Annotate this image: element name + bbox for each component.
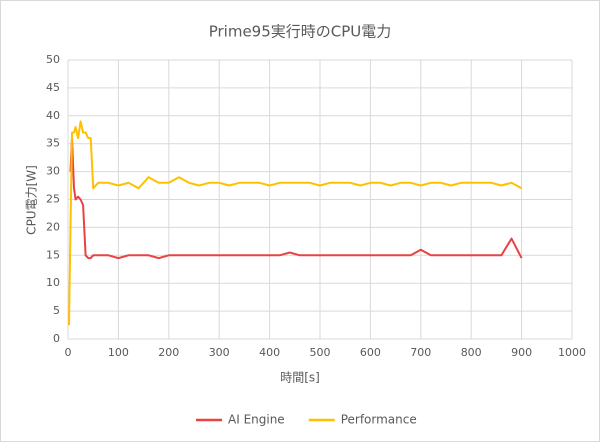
- x-tick-label: 400: [259, 346, 280, 359]
- y-tick-label: 35: [46, 137, 60, 150]
- y-tick-label: 0: [53, 332, 60, 345]
- y-tick-label: 20: [46, 220, 60, 233]
- x-tick-label: 600: [360, 346, 381, 359]
- y-tick-label: 45: [46, 81, 60, 94]
- y-tick-label: 25: [46, 193, 60, 206]
- chart-title: Prime95実行時のCPU電力: [209, 23, 392, 41]
- legend-label: AI Engine: [228, 413, 285, 427]
- x-tick-label: 300: [209, 346, 230, 359]
- x-tick-label: 500: [310, 346, 331, 359]
- y-tick-label: 10: [46, 276, 60, 289]
- y-tick-label: 40: [46, 109, 60, 122]
- series-line: [69, 137, 523, 260]
- legend-label: Performance: [341, 413, 417, 427]
- y-axis-label: CPU電力[W]: [25, 165, 39, 235]
- y-tick-label: 50: [46, 53, 60, 66]
- x-tick-label: 100: [108, 346, 129, 359]
- y-tick-label: 30: [46, 165, 60, 178]
- x-tick-label: 200: [158, 346, 179, 359]
- y-tick-label: 15: [46, 248, 60, 261]
- x-tick-label: 800: [461, 346, 482, 359]
- x-tick-label: 700: [410, 346, 431, 359]
- y-tick-label: 5: [53, 304, 60, 317]
- series-line: [68, 120, 523, 326]
- x-tick-label: 900: [511, 346, 532, 359]
- x-tick-label: 1000: [558, 346, 586, 359]
- x-axis-label: 時間[s]: [280, 371, 320, 385]
- x-tick-label: 0: [65, 346, 72, 359]
